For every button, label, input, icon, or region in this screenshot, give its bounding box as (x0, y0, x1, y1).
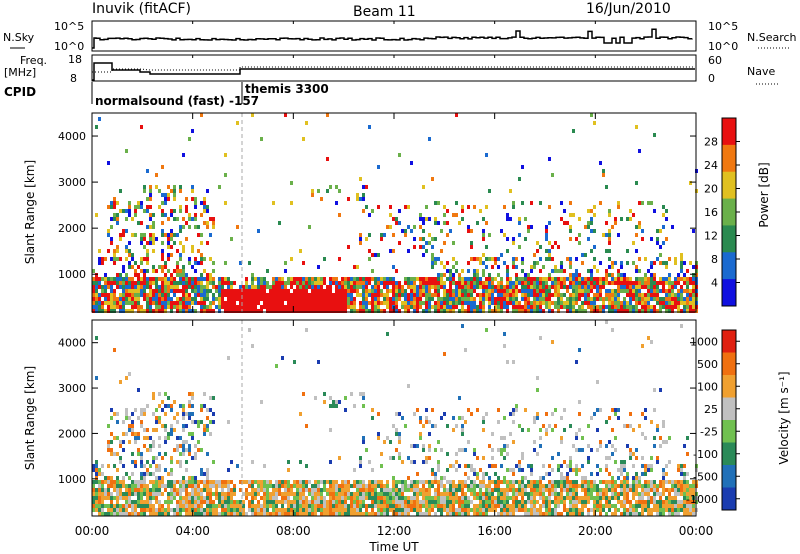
y-tick-label: 3000 (58, 176, 86, 189)
colorbar-tick-label: 4 (711, 277, 718, 290)
x-tick-label: 04:00 (175, 524, 210, 538)
colorbar-tick-label: 20 (704, 183, 718, 196)
station-title: Inuvik (fitACF) (92, 1, 191, 17)
nsky-panel (91, 20, 697, 52)
colorbar-swatch (722, 352, 736, 376)
beam-title: Beam 11 (353, 4, 416, 20)
colorbar-swatch (722, 252, 736, 280)
nave-tick-bottom: 0 (708, 72, 715, 85)
count-tick-right-top: 10^5 (708, 20, 738, 33)
count-tick-right-bottom: 10^0 (708, 40, 738, 53)
colorbar-swatch (722, 397, 736, 421)
colorbar-tick-label: 16 (704, 206, 718, 219)
colorbar-swatch (722, 330, 736, 353)
colorbar-swatch (722, 442, 736, 466)
x-tick-label: 00:00 (679, 524, 714, 538)
velocity-heatmap (92, 320, 698, 516)
date-title: 16/Jun/2010 (586, 1, 671, 17)
y-tick-label: 4000 (58, 130, 86, 143)
time-x-axis: 00:00 04:00 08:00 12:00 16:00 20:00 00:00 (75, 21, 714, 538)
x-tick-label: 12:00 (377, 524, 412, 538)
colorbar-swatch (722, 487, 736, 511)
colorbar-tick-label: -25 (700, 425, 718, 438)
colorbar-tick-label: 25 (704, 403, 718, 416)
count-tick-left-top: 10^5 (54, 20, 84, 33)
nave-label: Nave (747, 65, 775, 78)
x-tick-label: 08:00 (276, 524, 311, 538)
freq-tick-bottom: 8 (70, 72, 77, 85)
y-tick-label: 1000 (58, 473, 86, 486)
colorbar-tick-label: 8 (711, 253, 718, 266)
colorbar-swatch (722, 144, 736, 173)
colorbar-tick-label: 12 (704, 230, 718, 243)
colorbar-swatch (722, 198, 736, 226)
colorbar-swatch (722, 279, 736, 307)
count-tick-left-bottom: 10^0 (54, 40, 84, 53)
colorbar-swatch (722, 118, 736, 146)
cpid-label: CPID (4, 85, 36, 99)
velocity-colorbar: 1000 500 100 25 -25 -100 -500 -1000 (686, 329, 740, 511)
freq-tick-top: 18 (68, 53, 82, 66)
power-heatmap (92, 113, 698, 313)
x-tick-label: 16:00 (477, 524, 512, 538)
colorbar-tick-label: -100 (693, 448, 718, 461)
nave-tick-top: 60 (708, 54, 722, 67)
colorbar-tick-label: 24 (704, 159, 718, 172)
power-colorbar: 4 8 12 16 20 24 28 (704, 117, 740, 307)
nsearch-label: N.Search (747, 31, 797, 44)
colorbar-tick-label: -1000 (686, 493, 718, 506)
colorbar-swatch (722, 225, 736, 253)
nsky-label: N.Sky (3, 31, 35, 44)
colorbar-swatch (722, 465, 736, 488)
freq-panel (91, 54, 697, 82)
freq-label: Freq. (20, 54, 47, 67)
x-tick-label: 20:00 (578, 524, 613, 538)
y-tick-label: 2000 (58, 427, 86, 440)
colorbar-tick-label: 1000 (690, 335, 718, 348)
y-tick-label: 3000 (58, 382, 86, 395)
x-axis-label: Time UT (368, 540, 419, 554)
x-tick-label: 00:00 (75, 524, 110, 538)
colorbar-frame (721, 329, 737, 511)
colorbar-swatch (722, 171, 736, 200)
cpid-mode-2: themis 3300 (245, 82, 329, 96)
colorbar-tick-label: 28 (704, 136, 718, 149)
velocity-y-axis: 1000 2000 3000 4000 (58, 337, 696, 486)
velocity-y-label: Slant Range [km] (23, 366, 37, 470)
power-colorbar-label: Power [dB] (757, 162, 771, 227)
freq-unit: [MHz] (4, 66, 36, 79)
colorbar-tick-label: -500 (693, 470, 718, 483)
nave-trace (92, 66, 695, 73)
colorbar-swatch (722, 375, 736, 398)
nsky-trace (92, 28, 693, 49)
freq-trace (92, 62, 695, 81)
colorbar-tick-label: 100 (697, 380, 718, 393)
y-tick-label: 2000 (58, 222, 86, 235)
power-y-axis: 1000 2000 3000 4000 (58, 130, 696, 281)
cpid-mode-1: normalsound (fast) -157 (95, 94, 259, 108)
colorbar-swatch (722, 420, 736, 443)
velocity-colorbar-label: Velocity [m s⁻¹] (777, 371, 791, 464)
y-tick-label: 4000 (58, 337, 86, 350)
y-tick-label: 1000 (58, 268, 86, 281)
colorbar-tick-label: 500 (697, 358, 718, 371)
power-y-label: Slant Range [km] (23, 160, 37, 264)
